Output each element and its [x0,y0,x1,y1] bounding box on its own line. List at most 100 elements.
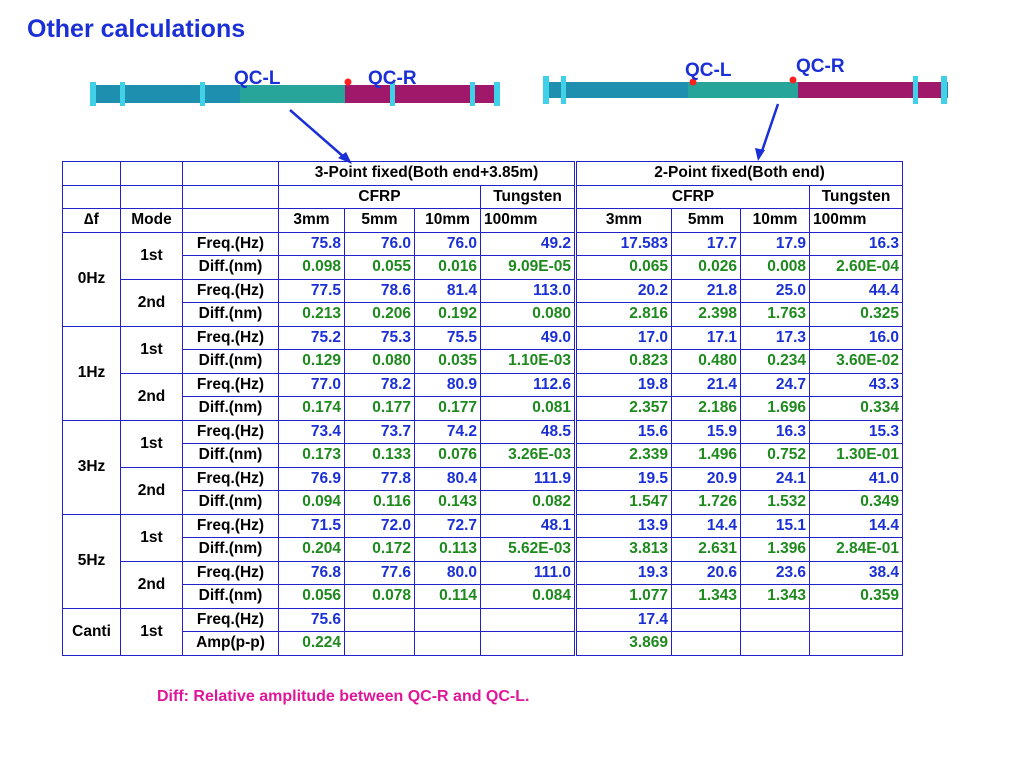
row-label: Diff.(nm) [182,349,279,374]
value-cell: 1.396 [740,537,810,562]
value-cell: 76.0 [344,231,415,256]
table-row: Diff.(nm) 0.098 0.055 0.016 9.09E-05 0.065 0.0… [63,255,903,280]
table-row: 0Hz 1st Freq.(Hz) 75.8 76.0 76.0 49.2 17.583 17.… [62,231,903,327]
qc-r-label-left: QC-R [368,68,417,89]
mode-cell: 1st [120,513,183,562]
value-cell: 2.186 [671,396,741,421]
value-cell [809,631,903,656]
value-cell: 0.192 [414,302,481,327]
row-label: Diff.(nm) [182,302,279,327]
col-header: 100mm [480,208,577,233]
value-cell: 74.2 [414,419,481,444]
table-row: Diff.(nm) 0.174 0.177 0.177 0.081 2.357 2.186 1… [63,396,903,421]
left-beam-diagram [90,78,500,164]
value-cell: 41.0 [809,466,903,491]
value-cell: 49.0 [480,325,577,350]
value-cell: 111.0 [480,560,577,585]
value-cell [414,607,481,632]
value-cell: 0.334 [809,396,903,421]
value-cell: 0.325 [809,302,903,327]
value-cell: 1.343 [671,584,741,609]
value-cell: 0.206 [344,302,415,327]
col-header: 100mm [809,208,903,233]
value-cell: 0.752 [740,443,810,468]
value-cell: 21.4 [671,372,741,397]
value-cell: 3.813 [575,537,672,562]
value-cell: 0.098 [278,255,345,280]
value-cell [671,607,741,632]
value-cell: 1.496 [671,443,741,468]
df-cell: 5Hz [62,513,121,609]
value-cell: 0.480 [671,349,741,374]
value-cell: 0.143 [414,490,481,515]
value-cell: 2.60E-04 [809,255,903,280]
col-header: 5mm [344,208,415,233]
value-cell: 0.078 [344,584,415,609]
table-row: Amp(p-p) 0.224 3.869 [63,631,903,656]
value-cell: 20.9 [671,466,741,491]
value-cell: 0.056 [278,584,345,609]
value-cell: 2.816 [575,302,672,327]
value-cell [671,631,741,656]
row-label: Diff.(nm) [182,255,279,280]
value-cell: 0.133 [344,443,415,468]
col-header: 5mm [671,208,741,233]
value-cell: 17.9 [740,231,810,256]
table-row: 2nd Freq.(Hz) 77.0 78.2 80.9 112.6 19.8 21.4 24.… [63,372,903,421]
value-cell: 1.10E-03 [480,349,577,374]
value-cell: 72.0 [344,513,415,538]
table-row: 2nd Freq.(Hz) 77.5 78.6 81.4 113.0 20.2 21.8 25.… [63,278,903,327]
value-cell [344,631,415,656]
value-cell: 75.6 [278,607,345,632]
value-cell: 17.3 [740,325,810,350]
material-header: CFRP [278,184,481,209]
value-cell: 75.8 [278,231,345,256]
mode-cell: 2nd [120,466,183,515]
row-label: Diff.(nm) [182,537,279,562]
value-cell: 0.080 [480,302,577,327]
value-cell: 113.0 [480,278,577,303]
value-cell: 48.5 [480,419,577,444]
value-cell [740,607,810,632]
material-header: Tungsten [809,184,903,209]
value-cell: 2.398 [671,302,741,327]
value-cell: 17.7 [671,231,741,256]
value-cell: 2.339 [575,443,672,468]
value-cell: 3.26E-03 [480,443,577,468]
results-table: 3-Point fixed(Both end+3.85m) 2-Point fi… [62,161,903,656]
table-row: Diff.(nm) 0.129 0.080 0.035 1.10E-03 0.823 0.4… [63,349,903,374]
value-cell: 19.5 [575,466,672,491]
row-label: Freq.(Hz) [182,419,279,444]
value-cell: 15.1 [740,513,810,538]
value-cell: 24.7 [740,372,810,397]
value-cell: 5.62E-03 [480,537,577,562]
group-header-2point: 2-Point fixed(Both end) [575,161,903,186]
qc-l-label-left: QC-L [234,68,281,89]
value-cell: 49.2 [480,231,577,256]
value-cell: 0.177 [414,396,481,421]
value-cell: 77.8 [344,466,415,491]
footnote: Diff: Relative amplitude between QC-R an… [157,688,530,705]
col-header-mode: Mode [120,208,183,233]
value-cell: 0.084 [480,584,577,609]
table-row: 2nd Freq.(Hz) 76.8 77.6 80.0 111.0 19.3 20.6 23.… [63,560,903,609]
value-cell: 71.5 [278,513,345,538]
value-cell: 75.5 [414,325,481,350]
value-cell: 0.234 [740,349,810,374]
mode-cell: 1st [120,325,183,374]
row-label: Freq.(Hz) [182,278,279,303]
value-cell: 77.0 [278,372,345,397]
qc-r-label-right: QC-R [796,56,845,77]
value-cell: 16.0 [809,325,903,350]
value-cell: 0.213 [278,302,345,327]
value-cell: 0.008 [740,255,810,280]
value-cell: 75.2 [278,325,345,350]
value-cell [809,607,903,632]
value-cell: 1.343 [740,584,810,609]
value-cell: 19.8 [575,372,672,397]
value-cell: 78.6 [344,278,415,303]
row-label: Diff.(nm) [182,396,279,421]
page-title: Other calculations [27,15,246,43]
value-cell: 21.8 [671,278,741,303]
value-cell: 1.077 [575,584,672,609]
